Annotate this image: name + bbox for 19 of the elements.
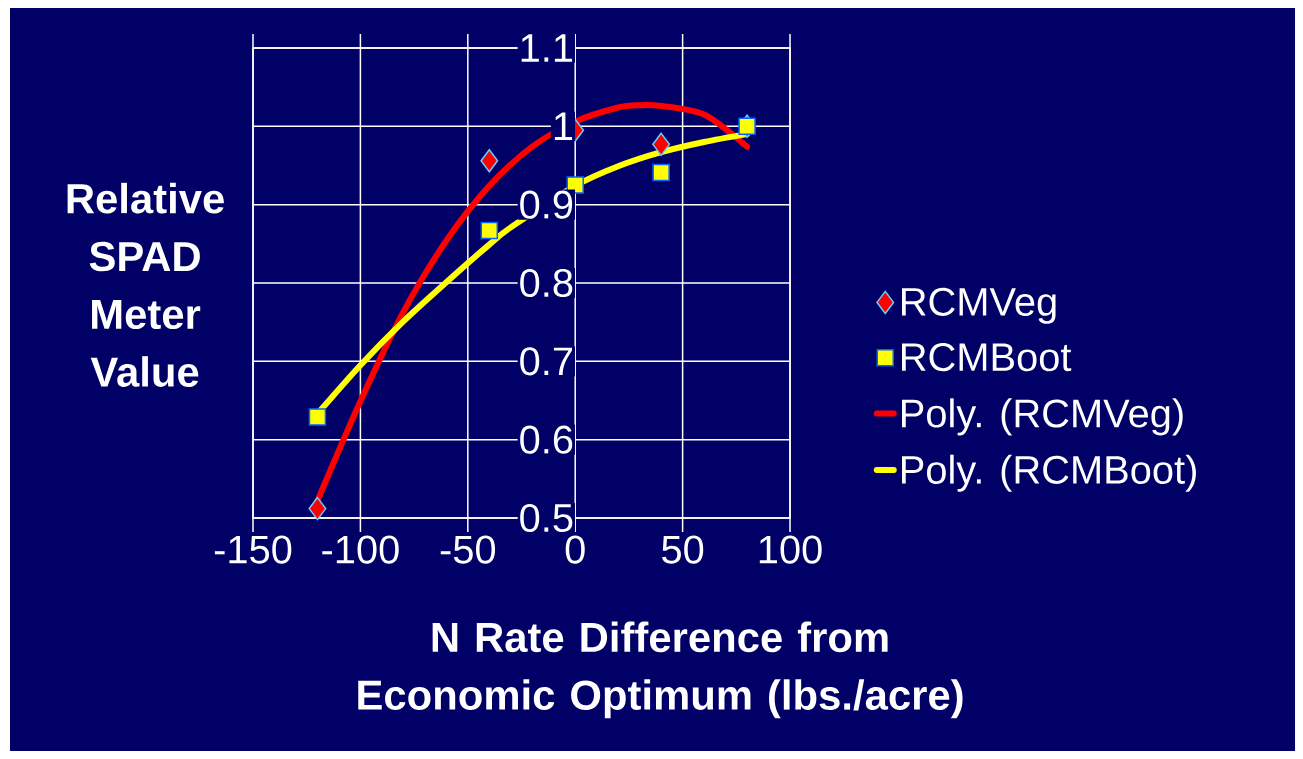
y-axis-title: Relative SPAD Meter Value <box>67 182 224 387</box>
legend-label: Poly. (RCMVeg) <box>902 398 1183 436</box>
y-tick-label: 0.7 <box>520 347 573 376</box>
y-tick-label: 0.8 <box>520 268 573 298</box>
x-tick-label: -100 <box>322 535 399 564</box>
legend-label: RCMBoot <box>902 343 1072 372</box>
legend-label: Poly. (RCMBoot) <box>902 454 1196 492</box>
x-axis-title: N Rate Difference from Economic Optimum (lbs./acre) <box>358 621 963 719</box>
x-tick-label: 0 <box>565 535 585 564</box>
y-tick-label: 1 <box>554 112 573 141</box>
x-tick-label: -150 <box>214 535 292 564</box>
y-tick-label: 1.1 <box>521 34 573 62</box>
y-tick-label: 0.9 <box>520 190 573 219</box>
x-tick-label: 100 <box>759 535 822 564</box>
y-tick-label: 0.5 <box>520 503 573 533</box>
x-tick-label: -50 <box>440 535 496 564</box>
y-tick-label: 0.6 <box>520 425 573 454</box>
legend-label: RCMVeg <box>902 287 1056 324</box>
x-tick-label: 50 <box>662 535 704 564</box>
